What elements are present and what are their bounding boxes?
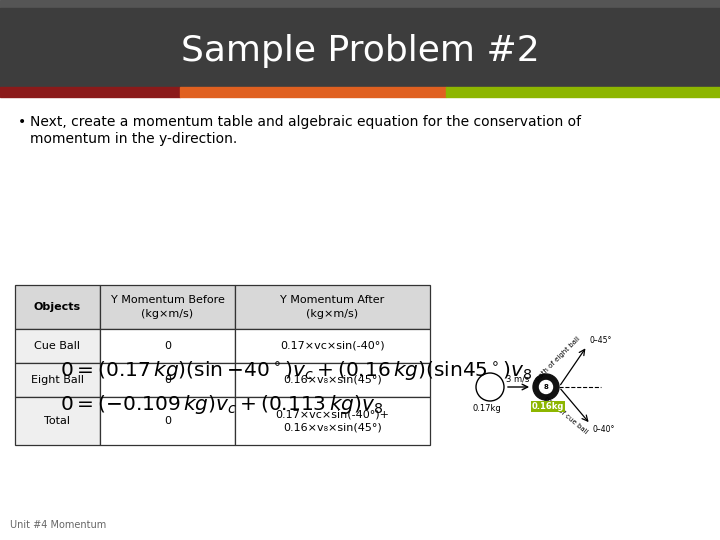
Bar <box>180 87 446 97</box>
Text: path of eight ball: path of eight ball <box>535 335 582 382</box>
Text: 0.17×vᴄ×sin(-40°)+
0.16×v₈×sin(45°): 0.17×vᴄ×sin(-40°)+ 0.16×v₈×sin(45°) <box>276 409 390 433</box>
Text: 8: 8 <box>544 384 549 390</box>
Bar <box>0 0 720 8</box>
Text: Objects: Objects <box>34 302 81 312</box>
Text: Total: Total <box>45 416 71 426</box>
Text: $0=(-0.109\,kg)v_c+(0.113\,kg)v_8$: $0=(-0.109\,kg)v_c+(0.113\,kg)v_8$ <box>60 394 383 416</box>
Text: $0=(0.17\,kg)(\sin\!-\!40^\circ)v_c+(0.16\,kg)(\sin\!45^\circ)v_8$: $0=(0.17\,kg)(\sin\!-\!40^\circ)v_c+(0.1… <box>60 359 533 381</box>
Bar <box>0 87 180 97</box>
Text: Eight Ball: Eight Ball <box>31 375 84 385</box>
Text: 0: 0 <box>164 416 171 426</box>
Bar <box>235 363 430 397</box>
Text: 0: 0 <box>164 341 171 351</box>
Text: 0.17×vᴄ×sin(-40°): 0.17×vᴄ×sin(-40°) <box>280 341 384 351</box>
Text: Y Momentum Before
(kg×m/s): Y Momentum Before (kg×m/s) <box>111 295 225 319</box>
Bar <box>100 397 235 445</box>
Bar <box>100 285 235 329</box>
Text: path of cue ball: path of cue ball <box>544 396 589 435</box>
Bar <box>100 363 235 397</box>
Bar <box>15 397 100 445</box>
Bar <box>235 397 430 445</box>
Circle shape <box>539 381 552 394</box>
Bar <box>15 285 100 329</box>
Text: Unit #4 Momentum: Unit #4 Momentum <box>10 520 107 530</box>
Text: Cue Ball: Cue Ball <box>35 341 81 351</box>
Text: Sample Problem #2: Sample Problem #2 <box>181 35 539 69</box>
Text: 0.17kg: 0.17kg <box>472 404 501 413</box>
Bar <box>235 329 430 363</box>
Text: 0–45°: 0–45° <box>589 336 611 345</box>
Text: Next, create a momentum table and algebraic equation for the conservation of: Next, create a momentum table and algebr… <box>30 115 581 129</box>
Text: 0.16×v₈×sin(45°): 0.16×v₈×sin(45°) <box>283 375 382 385</box>
Bar <box>0 8 720 95</box>
Text: 3 m/s: 3 m/s <box>506 374 530 383</box>
Text: Y Momentum After
(kg×m/s): Y Momentum After (kg×m/s) <box>280 295 384 319</box>
Bar <box>15 329 100 363</box>
Bar <box>235 285 430 329</box>
Text: 0–40°: 0–40° <box>593 426 615 434</box>
Text: 0: 0 <box>164 375 171 385</box>
Text: 0.16kg: 0.16kg <box>532 402 564 411</box>
Bar <box>446 87 720 97</box>
Circle shape <box>533 374 559 400</box>
Bar <box>100 329 235 363</box>
Text: •: • <box>18 115 26 129</box>
Bar <box>15 363 100 397</box>
Text: momentum in the y-direction.: momentum in the y-direction. <box>30 132 238 146</box>
